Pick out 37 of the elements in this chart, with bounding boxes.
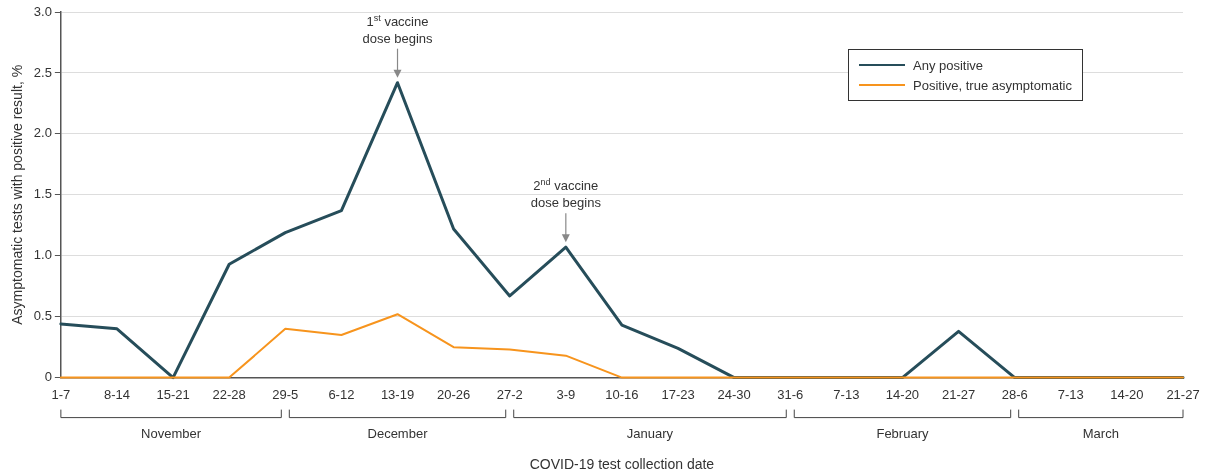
y-axis-title: Asymptomatic tests with positive result, % — [9, 64, 26, 325]
x-tick-label: 6-12 — [328, 386, 355, 402]
x-tick-label: 14-20 — [885, 386, 920, 402]
x-tick-label: 27-2 — [496, 386, 523, 402]
text: February — [876, 425, 929, 441]
y-tick-label: 0 — [44, 369, 52, 385]
text: December — [367, 425, 429, 441]
x-tick-label: 7-13 — [833, 386, 860, 402]
y-tick-label: 3.0 — [33, 3, 52, 19]
legend-label: Any positive — [913, 57, 984, 73]
x-tick-label: 21-27 — [941, 386, 976, 402]
x-tick-label: 20-26 — [436, 386, 471, 402]
x-tick-label: 3-9 — [556, 386, 576, 402]
x-axis-title: COVID-19 test collection date — [529, 456, 715, 473]
y-tick-label: 0.5 — [33, 308, 52, 324]
x-tick-label: 15-21 — [156, 386, 190, 402]
x-tick-label: 10-16 — [605, 386, 639, 402]
legend-label: Positive, true asymptomatic — [913, 77, 1072, 93]
y-tick-label: 2.0 — [33, 125, 52, 141]
text: March — [1082, 425, 1119, 441]
x-tick-label: 7-13 — [1057, 386, 1084, 402]
y-tick-label: 1.5 — [33, 186, 52, 202]
x-tick-label: 1-7 — [51, 386, 71, 402]
x-tick-label: 28-6 — [1001, 386, 1028, 402]
x-tick-label: 13-19 — [380, 386, 415, 402]
x-tick-label: 31-6 — [777, 386, 804, 402]
x-tick-label: 24-30 — [717, 386, 751, 402]
x-tick-label: 29-5 — [272, 386, 299, 402]
y-tick-label: 2.5 — [33, 64, 52, 80]
x-tick-label: 21-27 — [1166, 386, 1200, 402]
text: November — [141, 425, 202, 441]
x-tick-label: 14-20 — [1110, 386, 1144, 402]
x-tick-label: 8-14 — [103, 386, 130, 402]
y-tick-label: 1.0 — [33, 247, 52, 263]
text: January — [626, 425, 674, 441]
x-tick-label: 17-23 — [661, 386, 695, 402]
x-tick-label: 22-28 — [212, 386, 246, 402]
